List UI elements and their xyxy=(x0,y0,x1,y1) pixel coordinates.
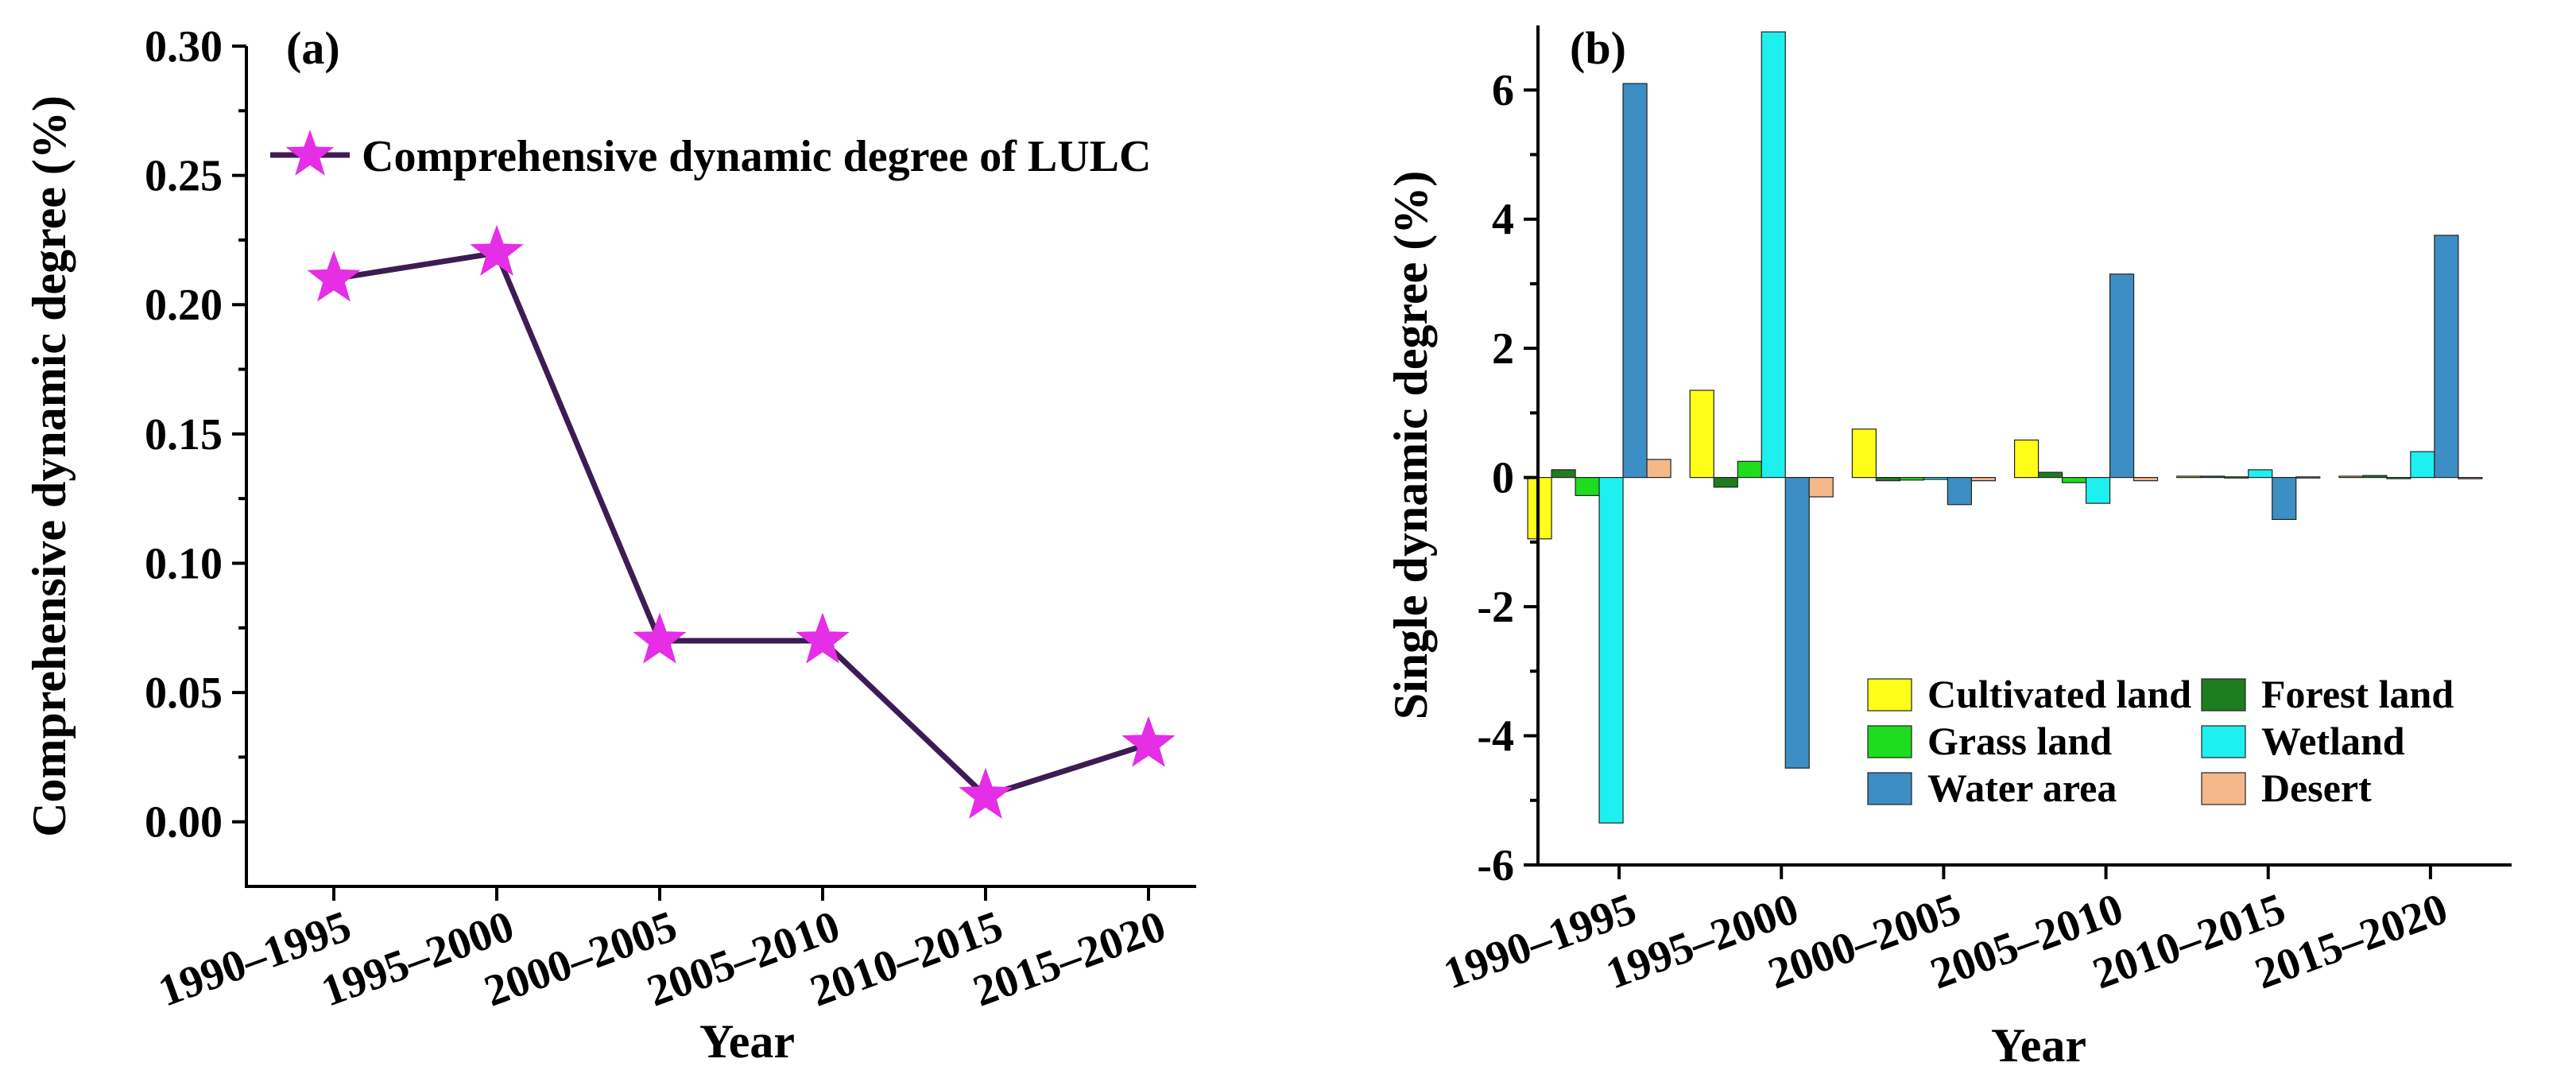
bar xyxy=(2085,477,2111,504)
bar xyxy=(2176,475,2202,479)
legend-swatch xyxy=(2201,772,2246,805)
legend-label: Water area xyxy=(1927,766,2117,810)
panel-a-legend: Comprehensive dynamic degree of LULC xyxy=(270,130,1151,181)
bar xyxy=(2037,471,2063,479)
bar xyxy=(2061,477,2087,483)
y-tick-label: 0.05 xyxy=(145,669,223,718)
bar xyxy=(2272,477,2297,521)
panel-a-axes xyxy=(245,46,1196,888)
data-point-star xyxy=(470,224,524,276)
y-tick-label: 0.30 xyxy=(145,22,223,72)
bar xyxy=(1875,477,1901,482)
panel-a-x-ticks: 1990–19951995–20002000–20052005–20102010… xyxy=(152,886,1172,1016)
y-tick-label: 0.20 xyxy=(145,281,223,330)
bar xyxy=(1622,83,1648,479)
legend-swatch xyxy=(2201,678,2246,712)
panel-a-legend-star-icon xyxy=(285,130,335,176)
bar xyxy=(1851,428,1877,479)
panel-a-label: (a) xyxy=(286,22,340,74)
y-tick-label: 6 xyxy=(1492,66,1514,115)
y-tick-label: 2 xyxy=(1492,324,1514,374)
bar xyxy=(2200,475,2225,479)
y-tick-label: 0.25 xyxy=(145,152,223,201)
bar xyxy=(2248,469,2273,479)
panel-a-legend-label: Comprehensive dynamic degree of LULC xyxy=(362,132,1151,181)
y-tick-label: -2 xyxy=(1477,583,1514,632)
series-line xyxy=(333,250,1150,800)
y-tick-label: 0.10 xyxy=(145,539,223,588)
data-point-star xyxy=(1121,715,1176,767)
bar xyxy=(1899,477,1925,481)
bar xyxy=(2295,476,2321,479)
y-tick-label: -4 xyxy=(1477,712,1514,762)
bar xyxy=(2386,477,2411,479)
bar xyxy=(1575,477,1600,496)
panel-b-bar-chart: (b) Single dynamic degree (%) Year -6-4-… xyxy=(1385,22,2512,1072)
bar xyxy=(2109,273,2135,479)
y-tick-label: 0.15 xyxy=(145,410,223,460)
legend-label: Cultivated land xyxy=(1927,672,2191,716)
panel-b-x-axis-title: Year xyxy=(1991,1019,2086,1072)
y-tick-label: -6 xyxy=(1477,841,1514,890)
bar xyxy=(1970,477,1997,482)
panel-a-axis-lines xyxy=(245,46,1196,888)
bar xyxy=(1761,31,1786,479)
panel-a-y-axis-title: Comprehensive dynamic degree (%) xyxy=(23,95,76,837)
panel-b-label: (b) xyxy=(1570,22,1626,74)
bar xyxy=(1598,477,1624,824)
bar xyxy=(2458,477,2483,479)
y-tick-label: 0.00 xyxy=(145,798,223,847)
bar xyxy=(2410,451,2435,479)
panel-b-bars xyxy=(1527,31,2483,824)
panel-a-x-axis-title: Year xyxy=(699,1015,795,1068)
legend-label: Wetland xyxy=(2261,719,2405,763)
bar xyxy=(1923,477,1949,480)
bar xyxy=(1808,477,1834,498)
legend-label: Desert xyxy=(2261,766,2372,810)
panel-a-series xyxy=(307,224,1176,819)
panel-b-y-axis-title: Single dynamic degree (%) xyxy=(1385,171,1437,720)
legend-swatch xyxy=(2201,725,2246,758)
data-point-star xyxy=(796,612,850,664)
bar xyxy=(2013,439,2039,479)
legend-label: Forest land xyxy=(2261,672,2454,716)
bar xyxy=(1713,477,1738,488)
bar xyxy=(2362,475,2388,479)
bar xyxy=(1784,477,1810,769)
panel-b-y-ticks: -6 -4 -2 0 2 4 6 xyxy=(1477,66,1538,890)
bar xyxy=(1947,477,1973,506)
legend-swatch xyxy=(1867,772,1912,805)
panel-b-x-ticks: 1990–19951995–20002000–20052005–20102010… xyxy=(1438,865,2454,999)
legend-label: Grass land xyxy=(1927,719,2112,763)
bar xyxy=(1551,469,1576,479)
bar xyxy=(2434,235,2459,479)
data-point-star xyxy=(959,767,1013,819)
panel-a-y-ticks: 0.00 0.05 0.10 0.15 0.20 0.25 0.30 xyxy=(145,22,246,847)
panel-b-legend: Cultivated land Forest land Grass land Wetl… xyxy=(1867,672,2454,810)
bar xyxy=(2224,476,2249,479)
legend-swatch xyxy=(1867,725,1912,758)
bar xyxy=(1737,460,1762,479)
bar xyxy=(2338,475,2364,479)
y-tick-label: 4 xyxy=(1492,196,1514,245)
legend-swatch xyxy=(1867,678,1912,712)
bar xyxy=(2132,477,2159,482)
bar xyxy=(1527,477,1552,540)
bar xyxy=(1689,390,1714,479)
data-point-star xyxy=(633,612,687,664)
data-point-star xyxy=(307,250,361,302)
panel-a-line-chart: (a) Comprehensive dynamic degree (%) Yea… xyxy=(23,22,1196,1068)
y-tick-label: 0 xyxy=(1492,454,1514,503)
bar xyxy=(1646,459,1671,479)
